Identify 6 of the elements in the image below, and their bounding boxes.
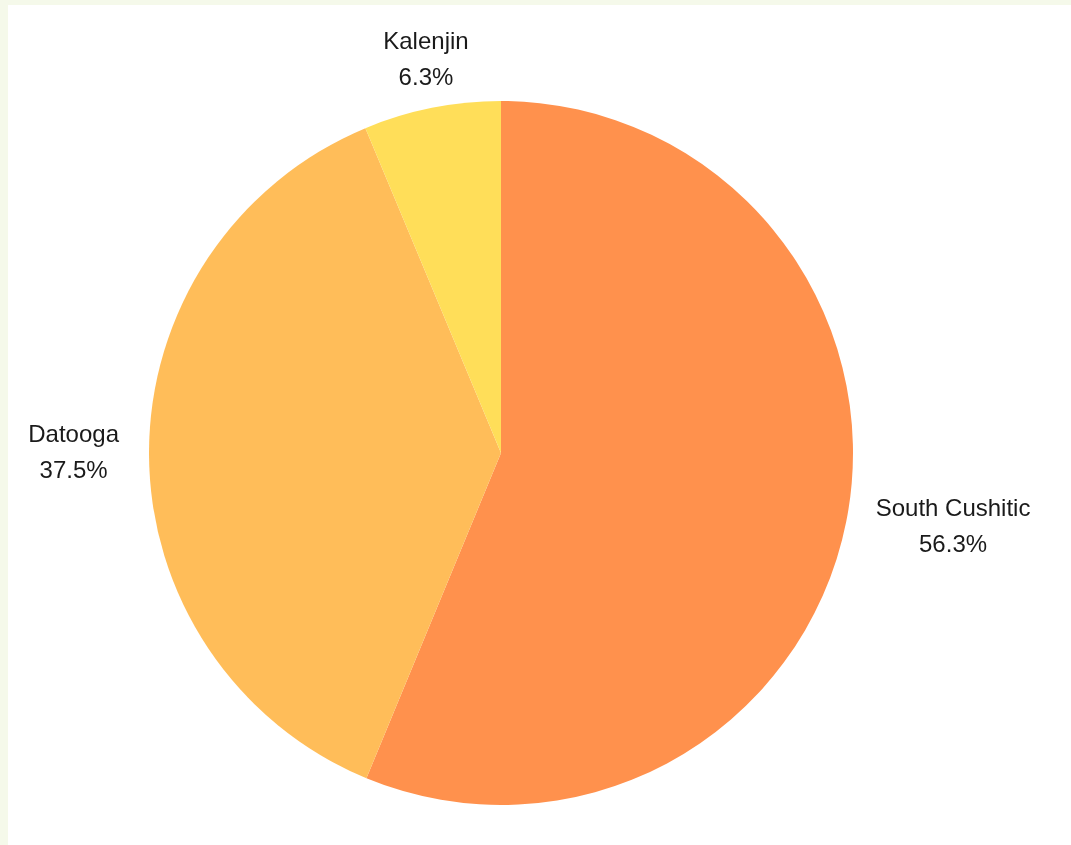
data-label: 37.5% — [39, 456, 108, 484]
slice-label: Kalenjin — [383, 27, 469, 55]
data-label: 56.3% — [919, 530, 988, 558]
slice-label: South Cushitic — [875, 494, 1031, 522]
slice-label: Datooga — [28, 420, 120, 448]
data-label: 6.3% — [398, 63, 454, 91]
